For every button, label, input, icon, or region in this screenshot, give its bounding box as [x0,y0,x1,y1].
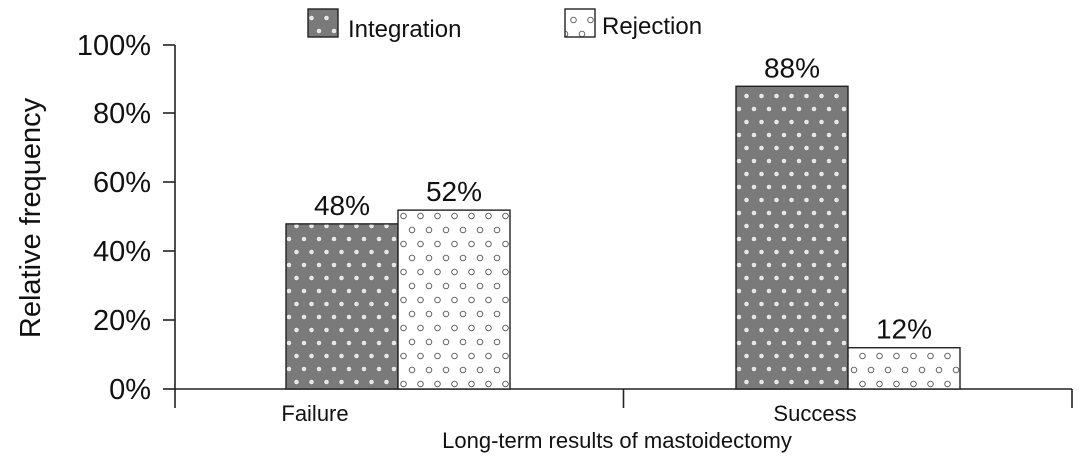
data-label-success-integration: 88% [764,52,820,83]
y-tick-20: 20% [93,305,175,337]
legend-label-integration: Integration [348,16,461,43]
y-tick-label-100: 100% [77,30,151,62]
y-tick-100: 100% [77,30,175,62]
data-label-success-rejection: 12% [876,314,932,345]
y-tick-80: 80% [93,98,175,130]
y-tick-label-20: 20% [93,305,151,337]
y-axis-label: Relative frequency [15,97,47,338]
legend: Integration Rejection [307,8,702,43]
y-tick-label-40: 40% [93,236,151,268]
legend-label-rejection: Rejection [602,13,702,40]
y-tick-label-60: 60% [93,167,151,199]
bar-success-rejection [847,347,961,390]
data-label-failure-integration: 48% [314,190,370,221]
y-tick-60: 60% [93,167,175,199]
bar-failure-integration [285,223,399,390]
y-tick-label-0: 0% [109,374,151,406]
category-label-success: Success [773,401,856,426]
x-axis-label: Long-term results of mastoidectomy [442,428,792,453]
y-tick-label-80: 80% [93,98,151,130]
y-tick-0: 0% [109,374,175,406]
y-tick-40: 40% [93,236,175,268]
bar-success-integration [735,85,849,390]
data-label-failure-rejection: 52% [426,176,482,207]
bar-failure-rejection [397,209,511,390]
legend-swatch-integration [307,8,339,38]
legend-swatch-rejection [564,8,596,38]
category-label-failure: Failure [281,401,348,426]
